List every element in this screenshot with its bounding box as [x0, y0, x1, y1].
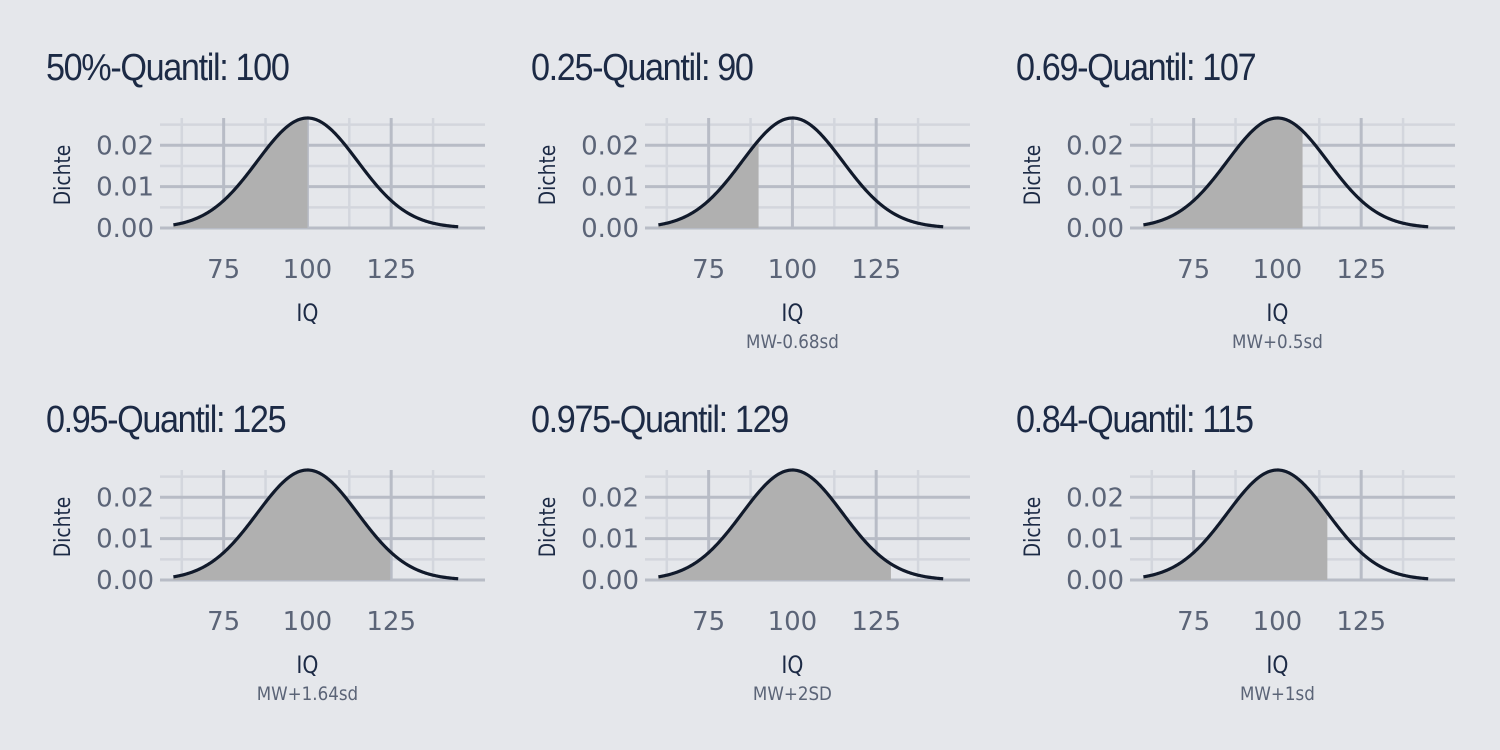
- x-tick-label: 75: [692, 607, 725, 637]
- x-axis-label: IQ: [1266, 299, 1288, 327]
- x-axis-label: IQ: [781, 299, 803, 327]
- chart-panel: 0.25-Quantil: 90 0.00 0.01 0.02 75 100 125 Dich…: [531, 45, 970, 353]
- shaded-area: [1143, 118, 1303, 228]
- x-axis-label: IQ: [296, 299, 318, 327]
- y-axis-label: Dichte: [1020, 497, 1046, 558]
- x-tick-label: 100: [768, 607, 818, 637]
- y-tick-label: 0.01: [96, 173, 154, 203]
- y-axis-label: Dichte: [50, 145, 76, 206]
- chart-panel: 0.95-Quantil: 125 0.00 0.01 0.02 75 100 125 Dic…: [46, 397, 485, 705]
- x-tick-label: 75: [1177, 255, 1210, 285]
- density-curve: [657, 116, 944, 229]
- density-curve: [1142, 468, 1429, 581]
- shaded-area: [173, 118, 308, 228]
- chart-panel: 50%-Quantil: 100 0.00 0.01 0.02 75 100 125 Dich…: [46, 45, 485, 327]
- y-axis-label: Dichte: [535, 497, 561, 558]
- y-axis-label: Dichte: [50, 497, 76, 558]
- panel-caption: MW+1.64sd: [257, 683, 358, 705]
- y-axis-label: Dichte: [535, 145, 561, 206]
- chart-panel: 0.69-Quantil: 107 0.00 0.01 0.02 75 100 125 Dic…: [1016, 45, 1455, 353]
- chart-panel: 0.84-Quantil: 115 0.00 0.01 0.02 75 100 125 Dic…: [1016, 397, 1455, 705]
- y-tick-label: 0.01: [581, 525, 639, 555]
- density-curve: [172, 468, 459, 581]
- shaded-area: [658, 470, 891, 580]
- panel-title: 50%-Quantil: 100: [46, 45, 289, 88]
- density-curve: [657, 468, 944, 581]
- y-tick-label: 0.00: [581, 214, 639, 244]
- panel-caption: MW+0.5sd: [1232, 331, 1323, 353]
- x-axis-label: IQ: [296, 651, 318, 679]
- y-tick-label: 0.00: [96, 566, 154, 596]
- shaded-area: [173, 470, 391, 580]
- density-curve: [1142, 116, 1429, 229]
- panel-caption: MW+1sd: [1240, 683, 1315, 705]
- x-tick-label: 100: [1253, 607, 1303, 637]
- x-tick-label: 100: [1253, 255, 1303, 285]
- y-tick-label: 0.01: [1066, 173, 1124, 203]
- y-axis-label: Dichte: [1020, 145, 1046, 206]
- y-tick-label: 0.01: [581, 173, 639, 203]
- panel-title: 0.84-Quantil: 115: [1016, 397, 1253, 440]
- x-tick-label: 100: [283, 255, 333, 285]
- x-tick-label: 125: [851, 607, 901, 637]
- y-tick-label: 0.00: [1066, 214, 1124, 244]
- y-tick-label: 0.02: [581, 483, 639, 513]
- panel-title: 0.95-Quantil: 125: [46, 397, 286, 440]
- x-axis-label: IQ: [1266, 651, 1288, 679]
- y-tick-label: 0.01: [96, 525, 154, 555]
- panel-caption: MW-0.68sd: [746, 331, 839, 353]
- panel-caption: MW+2SD: [753, 683, 832, 705]
- x-tick-label: 100: [283, 607, 333, 637]
- x-tick-label: 125: [1336, 607, 1386, 637]
- x-tick-label: 75: [207, 607, 240, 637]
- y-tick-label: 0.02: [581, 131, 639, 161]
- x-tick-label: 75: [1177, 607, 1210, 637]
- x-tick-label: 75: [207, 255, 240, 285]
- x-tick-label: 75: [692, 255, 725, 285]
- y-tick-label: 0.02: [1066, 483, 1124, 513]
- shaded-area: [1143, 470, 1328, 580]
- x-tick-label: 100: [768, 255, 818, 285]
- y-tick-label: 0.02: [1066, 131, 1124, 161]
- y-tick-label: 0.00: [96, 214, 154, 244]
- y-tick-label: 0.02: [96, 131, 154, 161]
- y-tick-label: 0.02: [96, 483, 154, 513]
- y-tick-label: 0.00: [1066, 566, 1124, 596]
- x-tick-label: 125: [851, 255, 901, 285]
- density-curve: [172, 116, 459, 229]
- x-tick-label: 125: [366, 255, 416, 285]
- panel-title: 0.69-Quantil: 107: [1016, 45, 1256, 88]
- panel-title: 0.975-Quantil: 129: [531, 397, 788, 440]
- x-axis-label: IQ: [781, 651, 803, 679]
- x-tick-label: 125: [366, 607, 416, 637]
- panel-title: 0.25-Quantil: 90: [531, 45, 753, 88]
- y-tick-label: 0.01: [1066, 525, 1124, 555]
- y-tick-label: 0.00: [581, 566, 639, 596]
- chart-panel: 0.975-Quantil: 129 0.00 0.01 0.02 75 100 125 Di…: [531, 397, 970, 705]
- x-tick-label: 125: [1336, 255, 1386, 285]
- shaded-area: [658, 140, 759, 228]
